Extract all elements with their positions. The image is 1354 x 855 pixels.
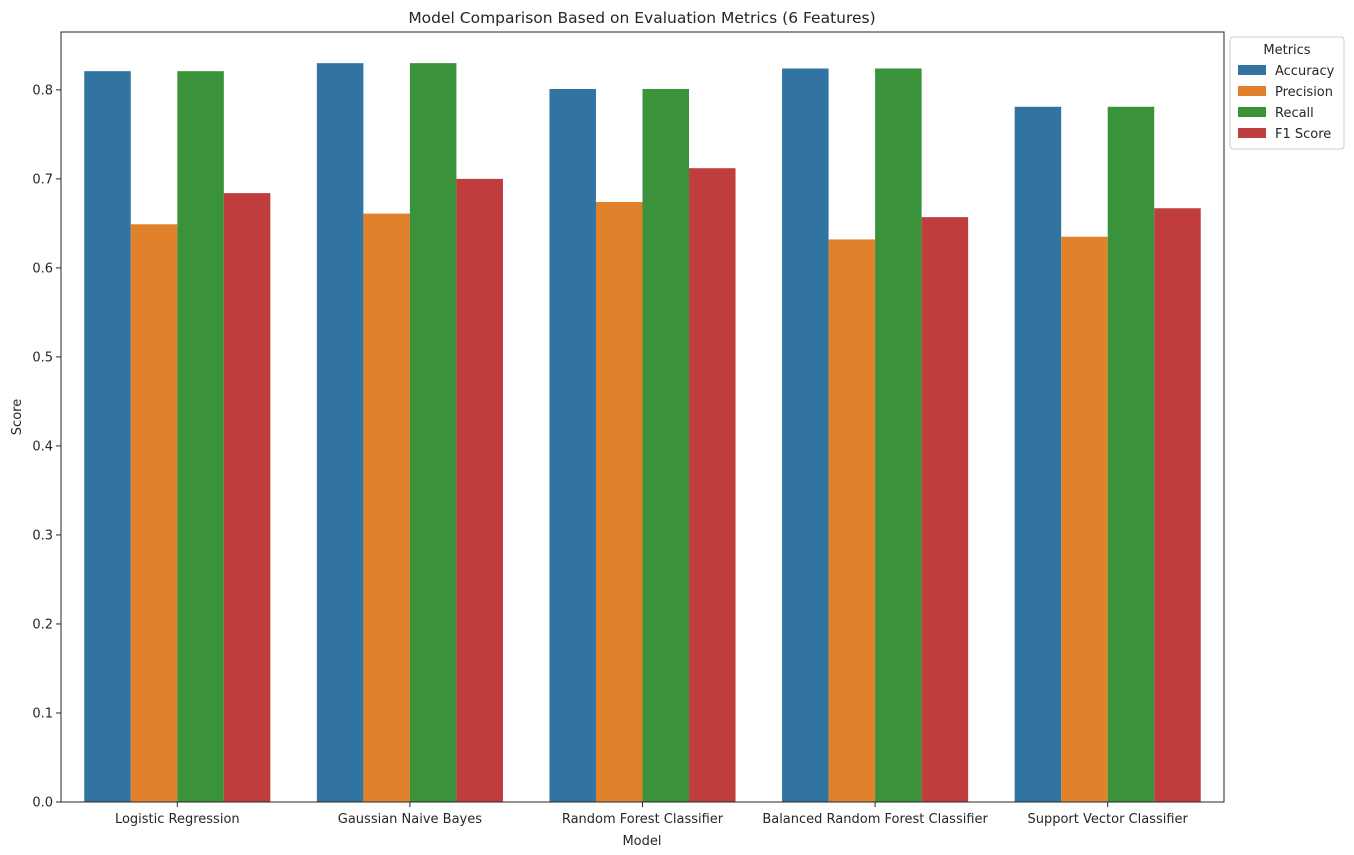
x-tick-label: Random Forest Classifier — [562, 812, 724, 827]
chart-title: Model Comparison Based on Evaluation Met… — [408, 9, 875, 27]
y-tick-label: 0.7 — [32, 172, 53, 187]
y-tick-label: 0.3 — [32, 528, 53, 543]
bar-f1-score — [689, 168, 736, 802]
bar-precision — [1061, 236, 1108, 803]
bar-recall — [1107, 106, 1155, 803]
legend-swatch — [1238, 128, 1266, 138]
bar-precision — [828, 239, 876, 802]
bar-recall — [642, 88, 690, 803]
y-tick-label: 0.0 — [32, 796, 53, 811]
bar-f1-score — [1154, 208, 1201, 802]
x-tick-label: Balanced Random Forest Classifier — [762, 812, 988, 827]
y-tick-label: 0.5 — [32, 350, 53, 365]
legend-swatch — [1238, 107, 1266, 117]
legend-label: F1 Score — [1275, 127, 1331, 142]
bar-accuracy — [782, 68, 829, 802]
bar-accuracy — [549, 88, 596, 803]
y-axis-title: Score — [10, 399, 25, 435]
bar-accuracy — [84, 71, 131, 803]
legend-swatch — [1238, 65, 1266, 75]
y-tick-label: 0.6 — [32, 261, 53, 276]
bar-f1-score — [456, 178, 503, 803]
legend: Metrics Accuracy Precision Recall F1 Score — [1229, 36, 1345, 150]
legend-label: Precision — [1275, 85, 1333, 100]
bar-recall — [177, 71, 224, 803]
bars-layer — [84, 63, 1201, 803]
y-tick-label: 0.2 — [32, 617, 53, 632]
x-axis: Logistic Regression Gaussian Naive Bayes R… — [115, 802, 1189, 827]
legend-label: Recall — [1275, 106, 1314, 121]
x-axis-title: Model — [622, 834, 661, 849]
legend-label: Accuracy — [1275, 64, 1335, 79]
bar-f1-score — [223, 193, 271, 802]
x-tick-label: Support Vector Classifier — [1027, 812, 1188, 827]
x-tick-label: Logistic Regression — [115, 812, 240, 827]
x-tick-label: Gaussian Naive Bayes — [338, 812, 482, 827]
y-tick-label: 0.4 — [32, 439, 53, 454]
legend-swatch — [1238, 86, 1266, 96]
legend-title: Metrics — [1263, 43, 1310, 58]
bar-precision — [595, 202, 643, 802]
bar-precision — [130, 224, 178, 802]
bar-recall — [875, 68, 922, 802]
y-axis: 0.0 0.1 0.2 0.3 0.4 0.5 0.6 0.7 0.8 — [32, 83, 61, 811]
bar-accuracy — [316, 63, 364, 803]
bar-f1-score — [921, 217, 969, 802]
bar-recall — [409, 63, 457, 803]
plot-frame — [60, 31, 1225, 803]
bar-precision — [363, 213, 410, 802]
y-tick-label: 0.8 — [32, 83, 53, 98]
y-tick-label: 0.1 — [32, 706, 53, 721]
bar-accuracy — [1014, 106, 1062, 803]
